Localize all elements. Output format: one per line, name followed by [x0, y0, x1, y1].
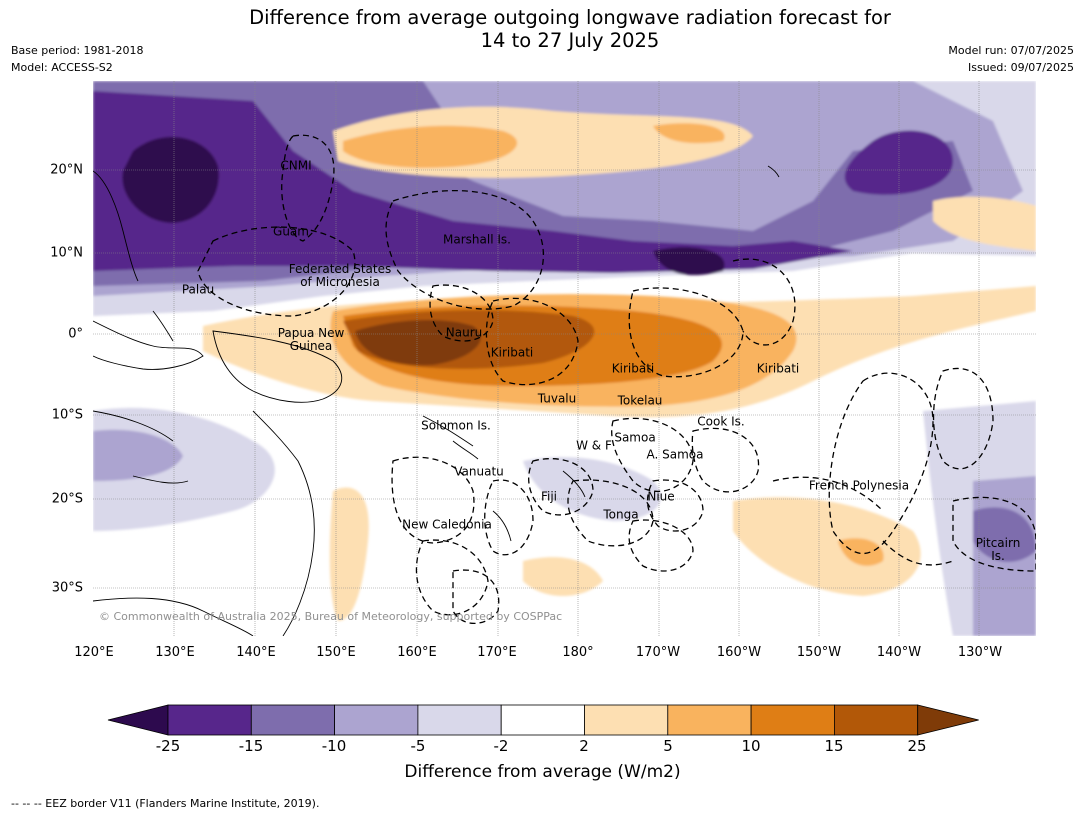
- label-american-samoa: A. Samoa: [646, 447, 704, 462]
- anomaly-field: [93, 81, 1036, 636]
- lon-tick: 150°E: [316, 645, 356, 660]
- base-period: Base period: 1981-2018: [11, 44, 144, 57]
- pos-south-b: [523, 557, 603, 596]
- label-solomon: Solomon Is.: [421, 418, 491, 433]
- colorbar-segment: [834, 704, 919, 736]
- colorbar-segment: [417, 704, 502, 736]
- colorbar-segment: [750, 704, 835, 736]
- copyright-notice: © Commonwealth of Australia 2025, Bureau…: [99, 610, 563, 623]
- colorbar-segment: [334, 704, 419, 736]
- colorbar-tick: -15: [238, 737, 264, 755]
- colorbar-extension-high: [917, 704, 979, 736]
- colorbar-segment: [667, 704, 752, 736]
- colorbar-tick: -10: [321, 737, 347, 755]
- label-tonga: Tonga: [603, 507, 639, 522]
- label-nauru: Nauru: [445, 325, 483, 340]
- lat-tick: 10°S: [51, 407, 83, 423]
- label-wallis-futuna: W & F: [576, 438, 612, 453]
- title-line-1: Difference from average outgoing longwav…: [249, 6, 891, 29]
- colorbar-tick: -5: [410, 737, 426, 755]
- chart-title: Difference from average outgoing longwav…: [0, 6, 1085, 52]
- lon-tick: 180°: [562, 645, 594, 660]
- gridlines: [93, 81, 1036, 636]
- label-palau: Palau: [181, 282, 215, 297]
- label-vanuatu: Vanuatu: [454, 464, 504, 479]
- lat-tick: 0°: [68, 326, 83, 342]
- pos-north-mid: [343, 125, 518, 168]
- pos-south-a-mid: [838, 538, 884, 566]
- olr-anomaly-map: [93, 81, 1036, 636]
- title-line-2: 14 to 27 July 2025: [480, 29, 660, 52]
- map-canvas: [93, 81, 1036, 636]
- lon-tick: 160°E: [397, 645, 437, 660]
- colorbar-segment: [584, 704, 669, 736]
- label-kiribati-west: Kiribati: [490, 345, 534, 360]
- lon-tick: 170°E: [477, 645, 517, 660]
- label-samoa: Samoa: [614, 430, 656, 445]
- lat-tick: 30°S: [51, 580, 83, 596]
- label-cnmi: CNMI: [280, 158, 312, 173]
- lon-tick: 120°E: [74, 645, 114, 660]
- colorbar-tick: -2: [493, 737, 509, 755]
- neg-core-deep-west: [122, 136, 219, 223]
- lat-tick: 20°S: [51, 491, 83, 507]
- neg-mid: [523, 457, 661, 521]
- lon-tick: 130°W: [957, 645, 1003, 660]
- pos-north-mid-2: [653, 123, 725, 144]
- pos-south-c: [329, 487, 369, 621]
- colorbar-tick: 15: [824, 737, 844, 755]
- pos-north-east: [933, 196, 1036, 251]
- lat-tick: 10°N: [50, 245, 83, 261]
- label-niue: Niue: [647, 489, 675, 504]
- meta-right: Model run: 07/07/2025 Issued: 09/07/2025: [948, 42, 1074, 76]
- colorbar-tick: 2: [579, 737, 589, 755]
- coastlines: [93, 165, 780, 636]
- label-guam: Guam: [273, 224, 309, 239]
- label-cook: Cook Is.: [697, 414, 745, 429]
- label-kiribati-central: Kiribati: [611, 361, 655, 376]
- lon-tick: 160°W: [716, 645, 762, 660]
- label-fiji: Fiji: [540, 489, 558, 504]
- colorbar-tick: 5: [663, 737, 673, 755]
- meta-left: Base period: 1981-2018 Model: ACCESS-S2: [11, 42, 143, 76]
- label-tokelau: Tokelau: [617, 393, 663, 408]
- issued-date: Issued: 09/07/2025: [967, 61, 1074, 74]
- label-pitcairn: Pitcairn Is.: [975, 536, 1021, 563]
- label-png: Papua New Guinea: [277, 326, 345, 353]
- model-run: Model run: 07/07/2025: [948, 44, 1074, 57]
- colorbar-tick: -25: [155, 737, 181, 755]
- pos-band-25: [355, 319, 481, 366]
- pos-south-a: [733, 497, 921, 596]
- lat-tick: 20°N: [50, 162, 83, 178]
- eez-footnote: -- -- -- EEZ border V11 (Flanders Marine…: [11, 797, 320, 810]
- colorbar-segment: [167, 704, 252, 736]
- colorbar-title: Difference from average (W/m2): [404, 762, 681, 782]
- label-french-polynesia: French Polynesia: [808, 478, 910, 493]
- colorbar-segment: [250, 704, 336, 736]
- label-kiribati-east: Kiribati: [756, 361, 800, 376]
- label-tuvalu: Tuvalu: [537, 391, 577, 406]
- colorbar-extension-low: [107, 704, 169, 736]
- colorbar-segments: [107, 704, 979, 736]
- colorbar-tick: 25: [907, 737, 927, 755]
- lon-tick: 150°W: [796, 645, 842, 660]
- label-marshall: Marshall Is.: [443, 232, 511, 247]
- lon-tick: 170°W: [635, 645, 681, 660]
- label-fsm: Federated States of Micronesia: [288, 262, 392, 289]
- eez-borders: [197, 134, 1036, 625]
- lon-tick: 130°E: [155, 645, 195, 660]
- model-name: Model: ACCESS-S2: [11, 61, 113, 74]
- colorbar-segment: [500, 704, 585, 736]
- neg-core-25-south: [844, 130, 953, 195]
- neg-core-deep-east: [653, 247, 725, 276]
- label-new-caledonia: New Caledonia: [402, 517, 492, 532]
- lon-tick: 140°E: [236, 645, 276, 660]
- colorbar: [107, 704, 979, 736]
- lon-tick: 140°W: [876, 645, 922, 660]
- neg-south-west-10: [93, 429, 183, 481]
- colorbar-tick: 10: [741, 737, 761, 755]
- neg-south-east-15: [973, 507, 1036, 562]
